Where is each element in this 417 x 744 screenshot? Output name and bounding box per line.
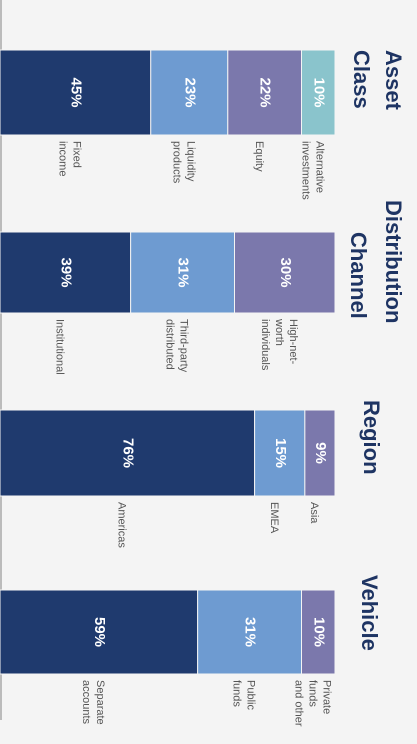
category-label: products (170, 141, 182, 184)
category-label: Asia (308, 502, 320, 524)
group-title: Asset (381, 50, 406, 111)
group-title: Distribution (381, 200, 406, 323)
category-label: distributed (164, 319, 176, 370)
value-label: 10% (310, 617, 327, 647)
category-label: Americas (115, 502, 127, 548)
value-label: 23% (181, 77, 198, 107)
category-label: Institutional (53, 319, 65, 375)
value-label: 22% (257, 77, 274, 107)
value-label: 45% (67, 77, 84, 107)
value-label: 9% (312, 442, 329, 464)
group-title: Vehicle (357, 575, 382, 651)
value-label: 31% (242, 617, 259, 647)
bar-segment (301, 589, 336, 675)
bar-segment (304, 409, 336, 497)
category-label: Third-party (178, 319, 190, 373)
group-title: Region (359, 400, 384, 475)
bar-segment (234, 231, 336, 314)
value-label: 30% (277, 257, 294, 287)
value-label: 76% (119, 438, 136, 468)
category-label: EMEA (268, 502, 280, 534)
category-label: Alternative (313, 141, 325, 193)
group-title: Channel (346, 232, 371, 319)
category-label: Separate (94, 680, 106, 725)
category-label: accounts (80, 680, 92, 725)
value-label: 59% (91, 617, 108, 647)
category-label: and other (292, 680, 304, 727)
group-title: Class (349, 50, 374, 109)
value-label: 31% (175, 257, 192, 287)
category-label: income (56, 141, 68, 176)
category-label: funds (306, 680, 318, 707)
category-label: Fixed (70, 141, 82, 168)
category-label: individuals (259, 319, 271, 371)
category-label: worth (273, 318, 285, 346)
bar-segment (301, 49, 336, 136)
category-label: Liquidity (184, 141, 196, 182)
category-label: High-net- (287, 319, 299, 365)
category-label: funds (231, 680, 243, 707)
category-label: Equity (253, 141, 265, 172)
category-label: investments (299, 141, 311, 200)
value-label: 10% (310, 77, 327, 107)
category-label: Public (245, 680, 257, 710)
value-label: 15% (272, 438, 289, 468)
value-label: 39% (57, 257, 74, 287)
category-label: Private (320, 680, 332, 714)
